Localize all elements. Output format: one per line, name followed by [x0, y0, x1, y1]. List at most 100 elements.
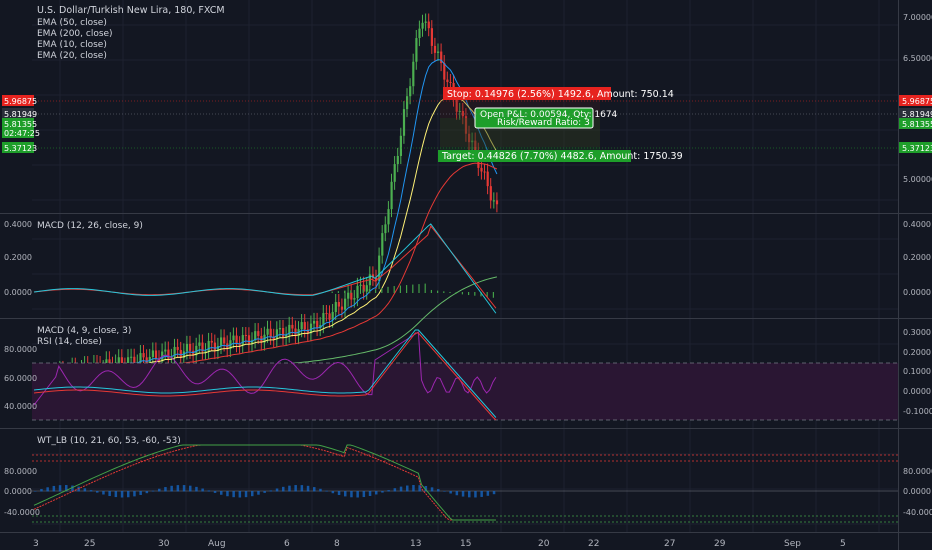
macd-histogram-bar	[381, 288, 383, 293]
candle-body	[415, 38, 418, 62]
candle-body	[322, 313, 325, 326]
pane-1[interactable]	[0, 214, 932, 319]
rsi-line	[33, 331, 497, 406]
pane-title-2: RSI (14, close)	[37, 337, 102, 347]
macd-histogram-bar	[461, 292, 463, 295]
ema-50-line	[34, 162, 498, 380]
right-price-badge	[899, 95, 932, 106]
candle-body	[340, 306, 344, 310]
candle-body	[486, 171, 489, 187]
candle-body	[272, 336, 275, 340]
indicator-legend: EMA (10, close)	[37, 40, 107, 50]
time-axis-label: 29	[714, 539, 726, 549]
wt-histogram-bar	[83, 488, 87, 492]
candle-body	[409, 86, 412, 97]
wt-histogram-bar	[46, 487, 49, 492]
wt-histogram-bar	[226, 491, 229, 497]
candle-body	[251, 340, 254, 345]
macd-histogram-bar	[430, 289, 432, 293]
candle-body	[133, 356, 136, 366]
candle-body	[167, 349, 170, 359]
wt-histogram-bar	[151, 490, 155, 492]
wt-histogram-bar	[102, 491, 105, 495]
price-pane[interactable]: Stop: 0.14976 (2.56%) 1492.6, Amount: 75…	[2, 5, 932, 392]
candle-body	[185, 343, 189, 352]
candle-body	[371, 274, 375, 278]
candle-body	[278, 328, 282, 330]
candle-body	[455, 98, 458, 112]
rsi-axis-label: 0.1000	[903, 367, 931, 376]
candle-body	[393, 164, 396, 182]
candle-body	[480, 167, 483, 172]
wt-histogram-bar	[133, 491, 136, 497]
wt-histogram-bar	[356, 491, 359, 498]
candle-body	[461, 110, 464, 117]
candle-body	[247, 335, 251, 345]
wt-histogram-bar	[455, 491, 459, 496]
candle-body	[337, 302, 340, 307]
left-price-badge	[2, 95, 34, 106]
wt-histogram-bar	[120, 491, 124, 498]
indicator-legend: EMA (200, close)	[37, 29, 113, 39]
open-pnl-box	[474, 107, 594, 129]
rsi-axis-label: 0.0000	[903, 387, 931, 396]
left-price-badge	[2, 127, 34, 138]
candle-body	[306, 329, 309, 334]
macd-pane[interactable]: MACD (12, 26, close, 9) 0.4000 0.4000 0.200…	[4, 220, 931, 314]
wt-histogram-bar	[158, 488, 161, 492]
time-axis-label: 25	[84, 539, 95, 549]
wt-histogram-bar	[480, 491, 483, 497]
wt-slow-line	[33, 444, 496, 521]
wt-histogram-bar	[294, 485, 297, 492]
macd-histogram-bar	[443, 291, 445, 293]
wt-pane[interactable]: WT_LB (10, 21, 60, 53, -60, -53) 80.0000 0…	[4, 436, 932, 523]
right-price-badge-text: 5.37123	[902, 144, 932, 153]
candle-body	[365, 285, 368, 292]
wt-histogram-bar	[412, 485, 415, 492]
rr-label: Risk/Reward Ratio: 3	[497, 118, 590, 128]
right-price-badge	[899, 108, 932, 119]
candle-body	[235, 335, 238, 345]
candle-body	[154, 350, 158, 359]
time-axis[interactable]: 3 25 30 Aug 6 8 13 15 20 22 27 29 Sep 5	[33, 539, 846, 549]
macd-fast-line	[33, 329, 497, 418]
wt-histogram-bar	[164, 487, 167, 492]
wt-histogram-bar	[449, 491, 452, 494]
pane-title: MACD (4, 9, close, 3)	[37, 326, 131, 336]
macd-left-label: 0.4000	[4, 220, 32, 229]
wt-histogram-bar	[269, 490, 273, 492]
wt-histogram-bar	[238, 491, 242, 498]
macd-histogram-bar	[412, 284, 414, 293]
candle-body	[130, 356, 133, 358]
right-price-badge-text: 5.81949	[902, 110, 932, 119]
candle-body	[164, 349, 167, 352]
right-price-badge	[899, 118, 932, 129]
candle-body	[331, 312, 334, 320]
wt-histogram-bar	[375, 491, 378, 495]
candle-body	[418, 28, 421, 39]
rsi-pane[interactable]: MACD (4, 9, close, 3)RSI (14, close) 0.30…	[4, 326, 932, 421]
candle-body	[300, 322, 303, 330]
candle-body	[195, 345, 198, 356]
candle-body	[223, 337, 226, 344]
macd-line	[33, 223, 497, 314]
candle-body	[399, 135, 402, 156]
candle-body	[458, 110, 461, 112]
wt-histogram-bar	[244, 491, 248, 498]
time-axis-label: 30	[158, 539, 170, 549]
candle-body	[402, 109, 406, 136]
macd-histogram-bar	[474, 292, 476, 296]
candle-body	[241, 335, 244, 346]
time-axis-label: Sep	[784, 539, 801, 549]
rsi-axis-label: 0.3000	[903, 328, 931, 337]
pane-3[interactable]	[0, 429, 932, 533]
macd-histogram-bar	[424, 283, 426, 293]
wt-histogram-bar	[461, 491, 465, 497]
wt-histogram-bar	[344, 491, 347, 497]
candle-body	[353, 298, 356, 300]
candle-body	[443, 63, 446, 80]
wt-left-label: 0.0000	[4, 487, 32, 496]
wt-histogram-bar	[331, 491, 335, 494]
candle-body	[347, 292, 350, 299]
